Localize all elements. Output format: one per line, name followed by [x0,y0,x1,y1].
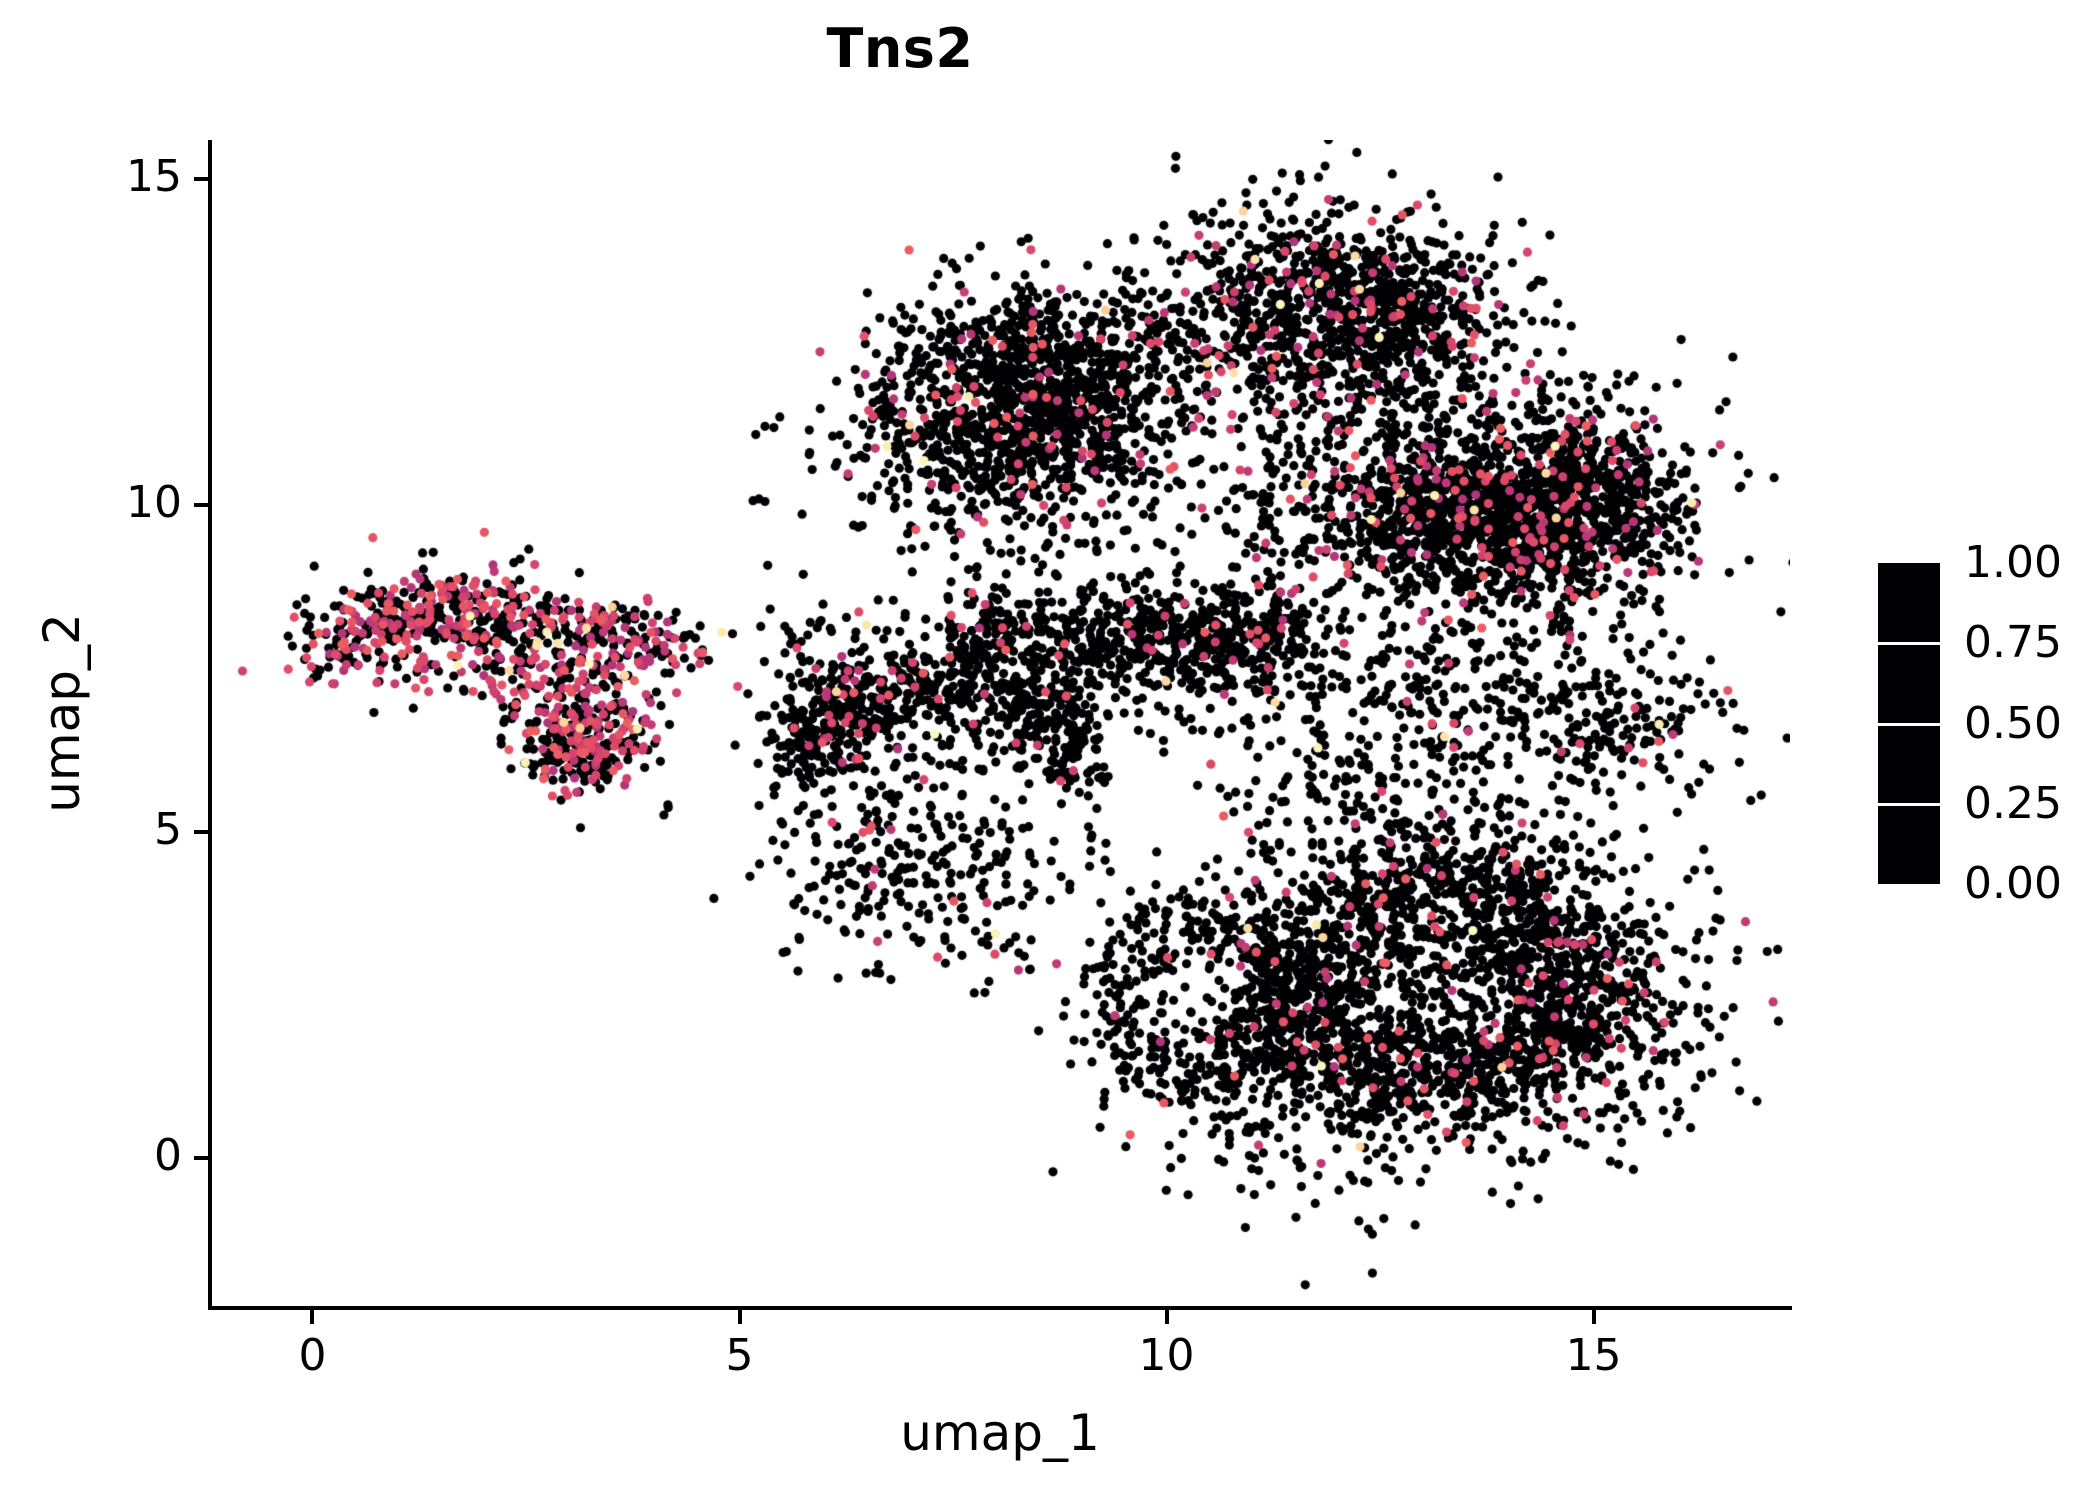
x-axis-label: umap_1 [210,1408,1790,1458]
scatter-plot-canvas [210,140,1790,1308]
y-tick-mark [194,503,208,507]
plot-area [210,140,1790,1308]
colorbar-tick-mark [1878,563,1940,566]
x-tick-label: 15 [1514,1334,1674,1378]
y-tick-mark [194,1156,208,1160]
y-axis-spine [208,140,212,1310]
colorbar-tick-label: 0.50 [1964,702,2062,746]
x-tick-mark [1165,1310,1169,1324]
colorbar-tick-mark [1878,803,1940,806]
colorbar-tick-label: 1.00 [1964,541,2062,585]
colorbar-tick-label: 0.75 [1964,621,2062,665]
colorbar-tick-mark [1878,881,1940,884]
x-tick-label: 5 [660,1334,820,1378]
x-tick-mark [310,1310,314,1324]
x-tick-label: 10 [1087,1334,1247,1378]
y-tick-label: 5 [154,808,182,852]
x-axis-spine [208,1306,1792,1310]
y-axis-label: umap_2 [37,353,87,1073]
y-tick-mark [194,177,208,181]
colorbar-tick-mark [1878,642,1940,645]
x-tick-mark [1592,1310,1596,1324]
colorbar-tick-label: 0.25 [1964,782,2062,826]
x-tick-mark [738,1310,742,1324]
colorbar-tick-mark [1878,723,1940,726]
colorbar-tick-label: 0.00 [1964,862,2062,906]
y-tick-label: 10 [126,481,182,525]
x-tick-label: 0 [232,1334,392,1378]
y-tick-label: 15 [126,155,182,199]
y-tick-mark [194,830,208,834]
page-title: Tns2 [0,22,1800,76]
colorbar-legend: 1.000.750.500.250.00 [1878,563,2088,888]
y-tick-label: 0 [154,1134,182,1178]
umap-feature-plot: Tns2 15 10 5 0 0 5 10 15 umap_1 umap_2 1.00 0.7… [0,0,2100,1500]
